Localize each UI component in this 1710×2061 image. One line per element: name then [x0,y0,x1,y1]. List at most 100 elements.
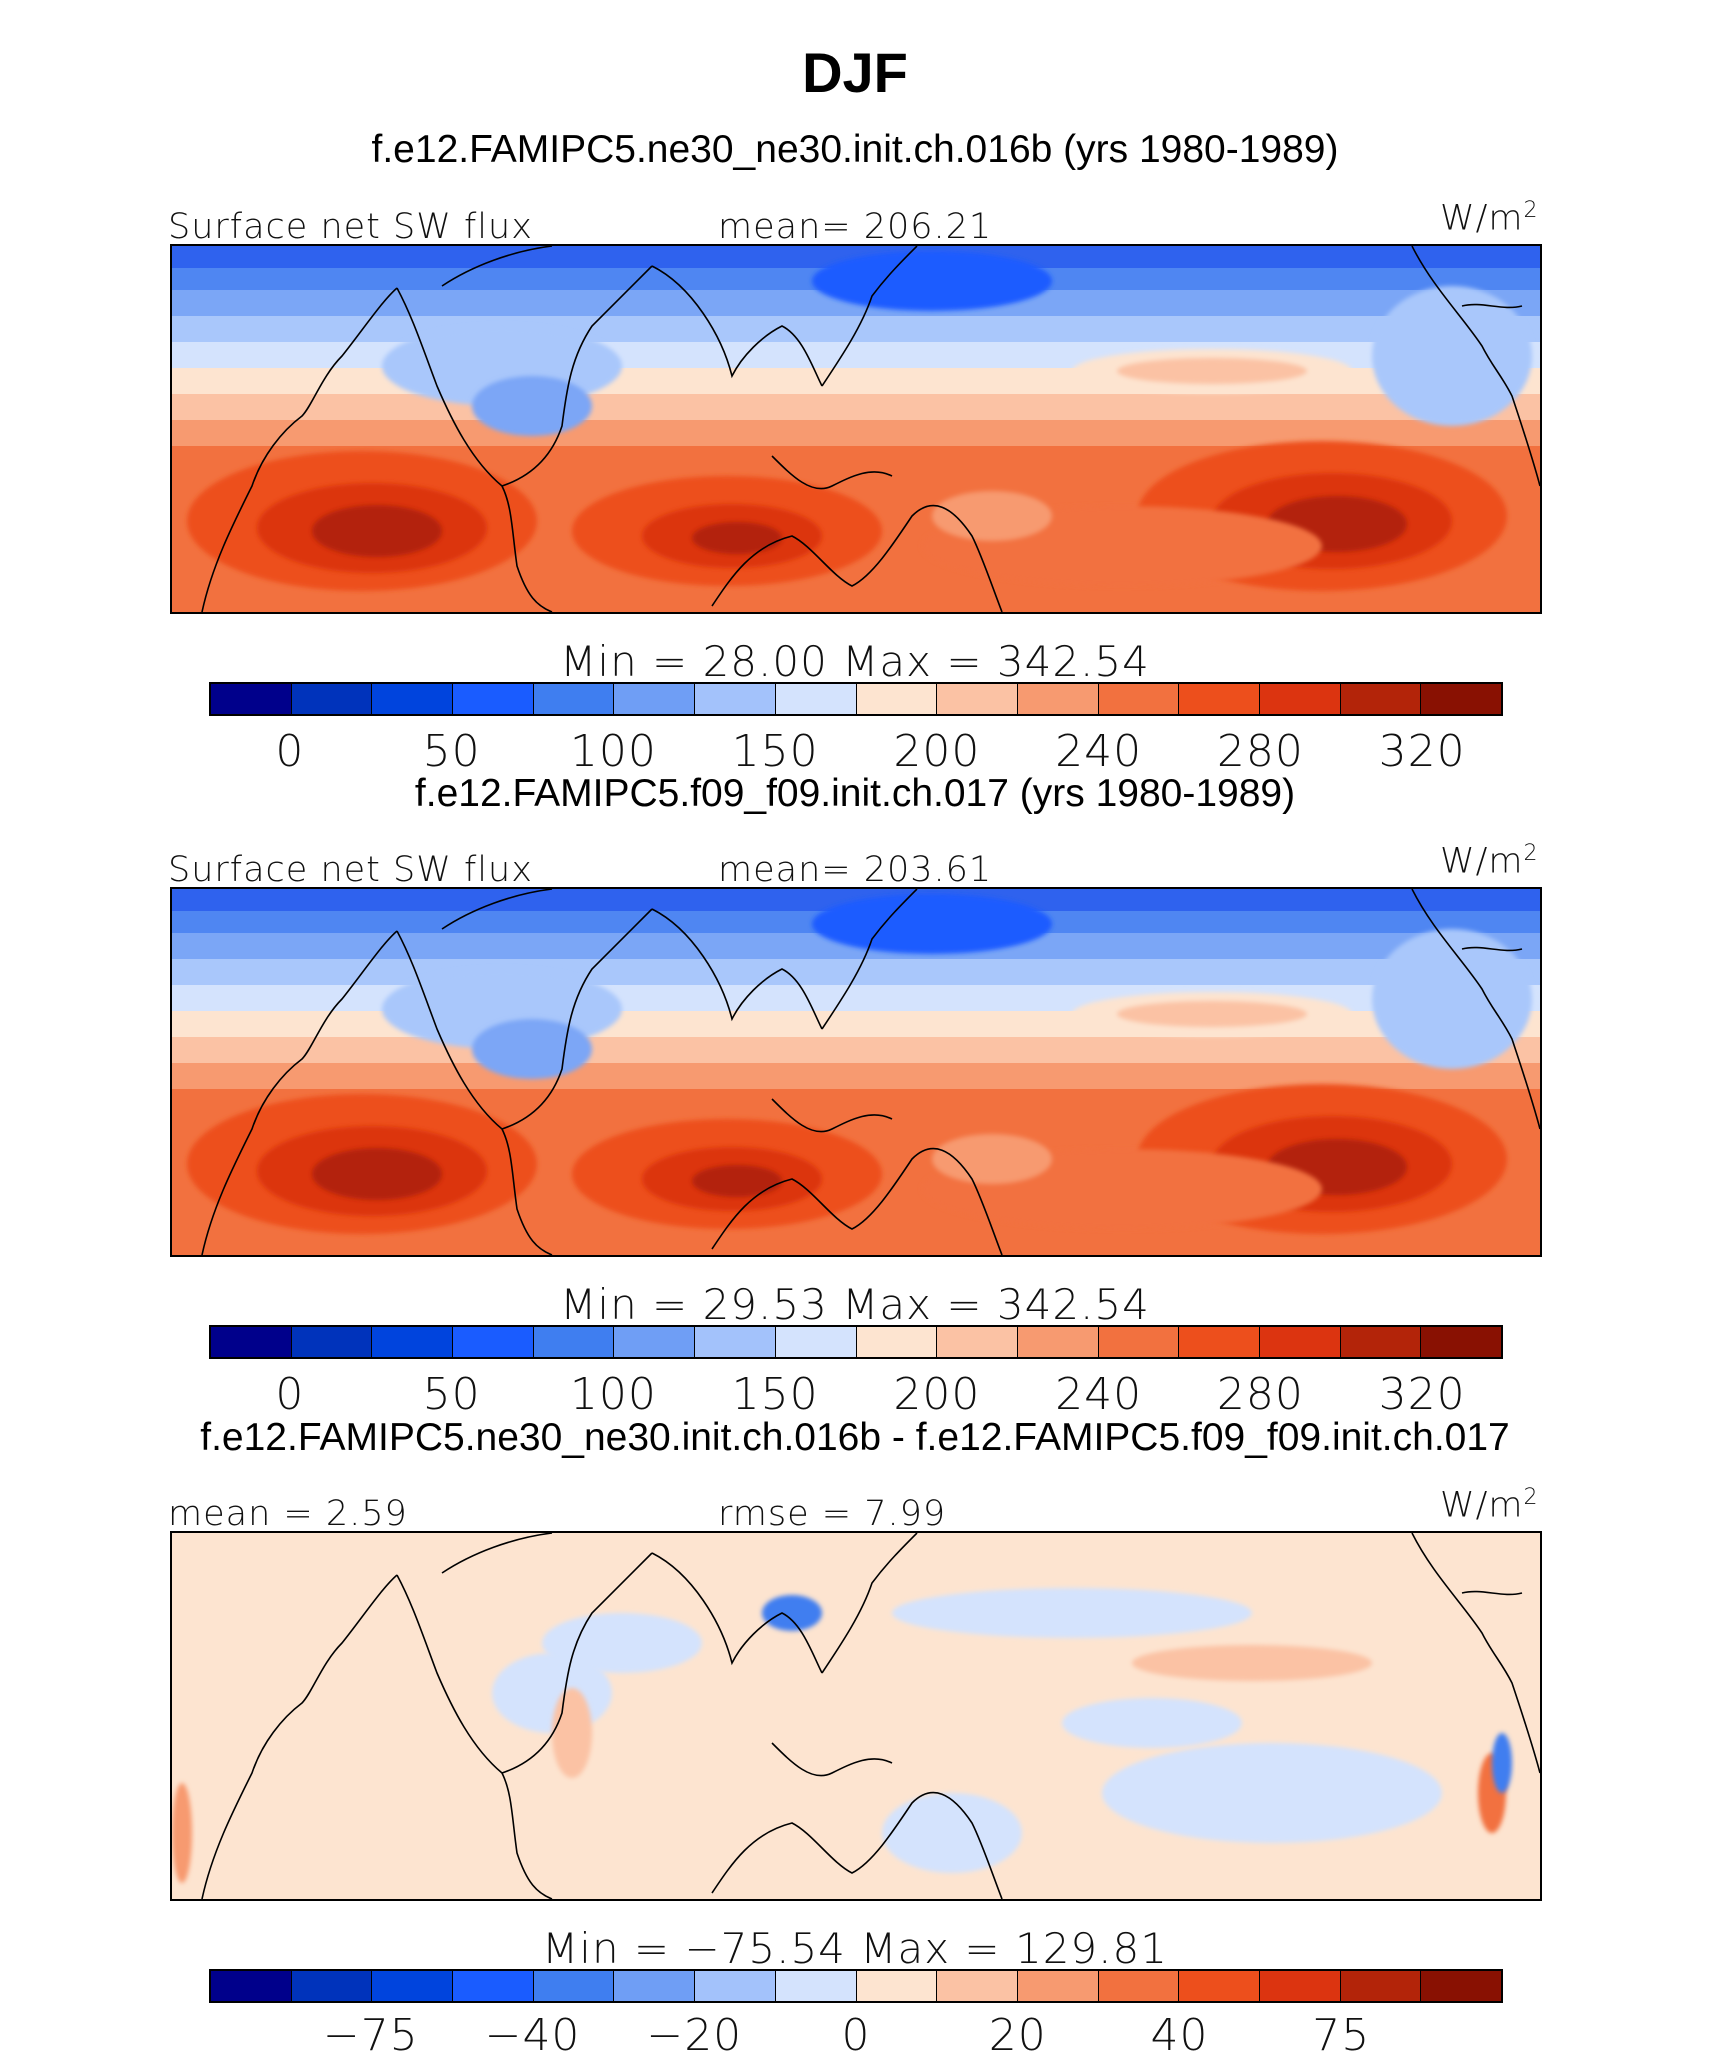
contour-region [1372,929,1532,1069]
panel-1-min-max: Min = 28.00 Max = 342.54 [560,637,1150,686]
colorbar-swatch [1340,1327,1422,1357]
contour-region [1062,1698,1242,1748]
coastline [821,246,918,387]
contour-region [882,1793,1022,1873]
contour-region [812,251,1052,311]
contour-region [1372,286,1532,426]
colorbar-swatch [211,1971,292,2001]
contour-region [892,1588,1252,1638]
colorbar-swatch [453,684,534,714]
coastline [441,246,553,287]
contour-band [172,246,1540,268]
colorbar-swatch [1421,684,1501,714]
panel-2-case-title: f.e12.FAMIPC5.f09_f09.init.ch.017 (yrs 1… [414,772,1296,815]
coastline [651,265,823,387]
colorbar-swatch [453,1327,534,1357]
colorbar-swatch [614,1971,696,2001]
contour-region [542,1613,702,1673]
panel-3-case-title: f.e12.FAMIPC5.ne30_ne30.init.ch.016b - f… [200,1416,1510,1459]
colorbar-tick-label: 75 [1312,2010,1371,2061]
colorbar-swatch [1017,1327,1099,1357]
colorbar-tick-label: 320 [1378,726,1466,777]
contour-region [1102,1743,1442,1843]
coastline [1461,946,1523,952]
coastline [1411,246,1540,487]
coastline [396,1574,553,1899]
colorbar-swatch [1179,1971,1260,2001]
colorbar-swatch [856,1327,938,1357]
panel-3-min-max: Min = −75.54 Max = 129.81 [542,1924,1168,1973]
coastline [651,908,823,1030]
colorbar-swatch [614,684,696,714]
coastline [771,1742,893,1777]
colorbar-swatch [1017,684,1099,714]
colorbar-swatch [533,1327,615,1357]
colorbar-swatch [775,684,857,714]
colorbar-swatch [1098,1971,1180,2001]
panel-1-contour-field [172,246,1540,612]
colorbar-swatch [211,684,292,714]
colorbar-swatch [614,1327,696,1357]
colorbar-swatch [1017,1971,1099,2001]
coastline [1461,303,1523,309]
colorbar-swatch [1340,684,1422,714]
colorbar-tick-label: 280 [1216,1369,1304,1420]
colorbar-tick-label: 0 [275,726,305,777]
panel-3-colorbar [209,1969,1503,2003]
contour-band [172,394,1540,420]
colorbar-swatch [1259,1327,1341,1357]
colorbar-swatch [1421,1327,1501,1357]
coastline [441,1533,553,1574]
panel-2-map [170,887,1542,1257]
panel-3-contour-field [172,1533,1540,1899]
colorbar-swatch [291,1327,373,1357]
contour-region [1117,358,1307,384]
colorbar-tick-label: 280 [1216,726,1304,777]
plot-title: DJF [802,41,908,104]
panel-1-case-title: f.e12.FAMIPC5.ne30_ne30.init.ch.016b (yr… [371,128,1339,171]
colorbar-swatch [937,1971,1018,2001]
contour-region [1117,1001,1307,1027]
colorbar-tick-label: 50 [422,1369,481,1420]
colorbar-swatch [291,684,373,714]
coastline [711,504,1003,612]
colorbar-tick-label: 240 [1055,1369,1143,1420]
contour-band [172,889,1540,911]
colorbar-tick-label: 0 [275,1369,305,1420]
colorbar-tick-label: 100 [569,1369,657,1420]
panel-1-variable-label: Surface net SW flux [168,207,533,247]
contour-region [552,1688,592,1778]
colorbar-tick-label: 50 [422,726,481,777]
contour-region [1492,1733,1512,1793]
panel-1-map [170,244,1542,614]
panel-2-contour-field [172,889,1540,1255]
coastline [441,889,553,930]
contour-band [172,1037,1540,1063]
coastline [501,908,653,1130]
panel-1-units: W/m2 [1440,198,1539,239]
colorbar-tick-label: 150 [731,726,819,777]
colorbar-tick-label: 240 [1055,726,1143,777]
colorbar-tick-label: 150 [731,1369,819,1420]
colorbar-tick-label: 0 [841,2010,871,2061]
contour-band [172,959,1540,985]
colorbar-swatch [291,1971,373,2001]
coastline [771,1098,893,1133]
contour-region [312,1148,442,1200]
colorbar-swatch [372,1971,454,2001]
contour-region [932,491,1052,541]
colorbar-tick-label: 100 [569,726,657,777]
coastline [821,889,918,1030]
colorbar-swatch [1259,1971,1341,2001]
coastline [1411,1533,1540,1774]
coastline [1461,1590,1523,1596]
coastline [201,930,398,1255]
panel-3-units: W/m2 [1440,1485,1539,1526]
panel-1-mean-label: mean= 206.21 [718,207,993,247]
contour-region [762,1595,822,1631]
contour-band [172,316,1540,342]
panel-3-map [170,1531,1542,1901]
colorbar-tick-label: −40 [484,2010,581,2061]
colorbar-swatch [1421,1971,1501,2001]
coastline [651,1552,823,1674]
